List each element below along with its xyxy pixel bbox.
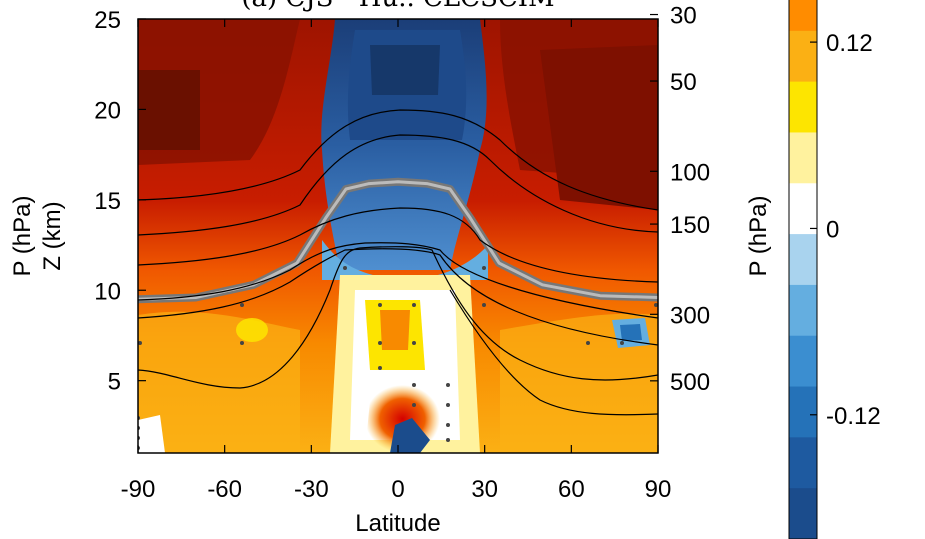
z-tick-label: 20: [94, 97, 121, 124]
colorbar-level: [789, 132, 817, 184]
colorbar-ticks: 0.12 0 -0.12: [810, 30, 881, 430]
p-tick-label: 30: [670, 3, 697, 30]
colorbar: [788, 0, 818, 539]
colorbar-tick-label: 0: [826, 216, 839, 243]
x-tick-label: -30: [294, 476, 329, 503]
z-tick-label: 25: [94, 7, 121, 34]
p-tick-label: 150: [670, 212, 710, 239]
contour-field: [138, 19, 658, 453]
p-tick-label: 300: [670, 302, 710, 329]
y-axis-label-pressure: P (hPa): [9, 196, 36, 277]
contour-line: [138, 248, 658, 346]
x-axis-label: Latitude: [355, 510, 440, 537]
colorbar-tick-label: -0.12: [826, 403, 881, 430]
colorbar-level: [789, 335, 817, 388]
z-tick-label: 5: [108, 369, 121, 396]
tropopause-line-highlight: [138, 180, 658, 301]
colorbar-level: [789, 488, 817, 539]
colorbar-level: [789, 30, 817, 83]
p-tick-label: 500: [670, 369, 710, 396]
contour-line: [138, 109, 658, 211]
x-tick-label: 0: [391, 476, 404, 503]
z-axis-left: 5 10 15 20 25: [94, 7, 146, 396]
colorbar-level: [789, 81, 817, 133]
colorbar-label: P (hPa): [745, 196, 772, 277]
colorbar-frame: [788, 0, 818, 539]
p-tick-label: 100: [670, 159, 710, 186]
contour-line: [138, 242, 658, 319]
x-tick-label: 30: [471, 476, 498, 503]
z-tick-label: 10: [94, 278, 121, 305]
p-tick-label: 50: [670, 69, 697, 96]
colorbar-level: [789, 386, 817, 438]
x-axis: -90 -60 -30 0 30 60 90: [121, 19, 672, 503]
colorbar-level: [789, 183, 817, 235]
colorbar-level: [789, 284, 817, 337]
contour-line: [138, 207, 658, 283]
y-axis-label-height: Z (km): [39, 201, 66, 270]
x-tick-label: 60: [558, 476, 585, 503]
x-tick-label: -60: [207, 476, 242, 503]
colorbar-level: [789, 234, 817, 286]
z-tick-label: 15: [94, 188, 121, 215]
x-tick-label: 90: [645, 476, 672, 503]
contour-line: [138, 134, 658, 236]
contour-line: [449, 289, 658, 416]
p-axis-right: 500 300 150 100 50 30: [650, 3, 710, 396]
colorbar-level: [789, 437, 817, 489]
x-tick-label: -90: [121, 476, 156, 503]
colorbar-tick-label: 0.12: [826, 30, 873, 57]
colorbar-level: [789, 0, 817, 32]
contour-line: [138, 246, 658, 389]
chart-title: (a) CJS - Hu.. CLCSCIM: [241, 0, 554, 13]
